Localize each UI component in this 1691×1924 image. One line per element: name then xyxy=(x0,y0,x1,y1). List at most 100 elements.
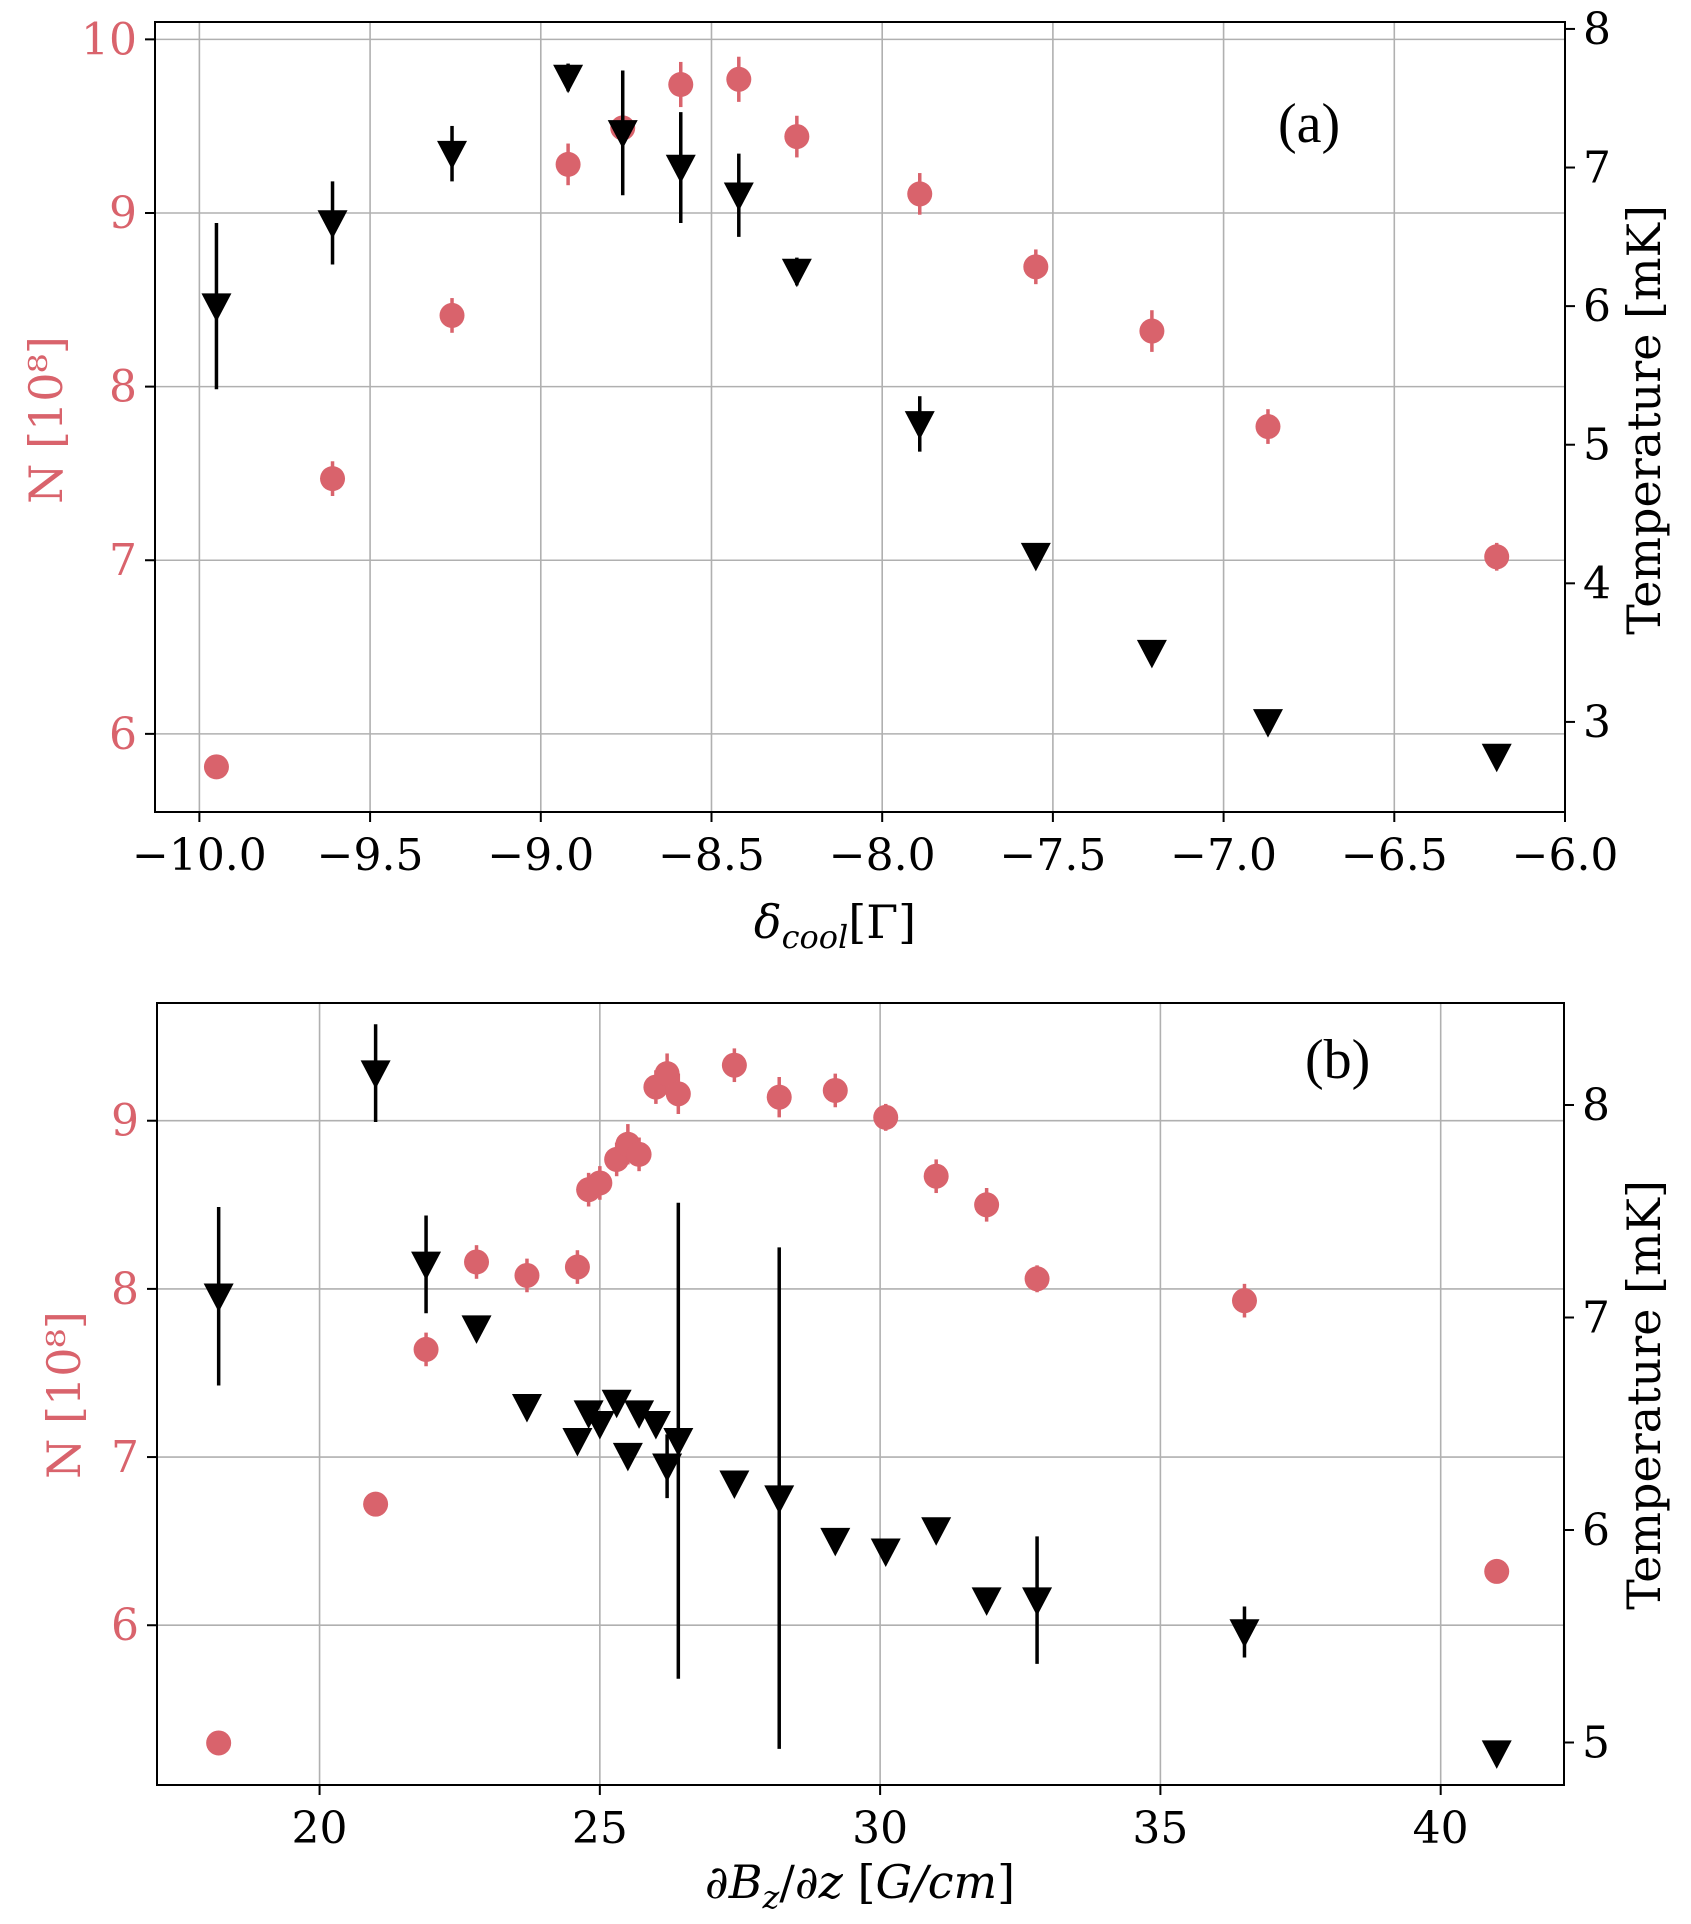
x-axis-label-a: δcool[Γ] xyxy=(754,895,916,956)
x-tick-label-a: −8.5 xyxy=(658,830,765,881)
y-right-tick-label-a: 4 xyxy=(1583,558,1611,609)
temp-point-a xyxy=(437,140,468,170)
n-point-a xyxy=(203,754,229,780)
plot-frame-a xyxy=(154,21,1566,813)
n-point-b xyxy=(514,1262,540,1288)
y-left-tick-label-a: 10 xyxy=(81,14,137,65)
y-left-tick-label-b: 6 xyxy=(111,1600,139,1651)
y-right-tick-label-b: 8 xyxy=(1582,1080,1610,1131)
y-left-tick-label-a: 8 xyxy=(109,362,137,413)
x-tick-label-a: −7.5 xyxy=(999,830,1106,881)
temp-point-b xyxy=(360,1060,391,1089)
x-tick-label-a: −9.0 xyxy=(487,830,594,881)
n-point-b xyxy=(721,1052,747,1078)
y-right-tick-label-a: 8 xyxy=(1583,4,1611,55)
y-left-tick-label-a: 9 xyxy=(109,188,137,239)
temp-point-a xyxy=(723,182,754,211)
y-right-tick-label-a: 7 xyxy=(1583,143,1611,194)
n-point-b xyxy=(873,1104,899,1130)
y-left-tick-label-a: 7 xyxy=(109,535,137,586)
y-axis-left-label-b: N [10⁸] xyxy=(37,1311,91,1479)
temp-point-b xyxy=(511,1394,542,1423)
temp-point-b xyxy=(971,1587,1002,1616)
n-point-a xyxy=(1484,544,1510,570)
n-point-a xyxy=(320,466,346,492)
temp-point-b xyxy=(411,1251,442,1281)
temp-point-b xyxy=(870,1538,901,1567)
y-right-tick-label-b: 6 xyxy=(1582,1505,1610,1556)
y-left-tick-label-b: 8 xyxy=(111,1264,139,1315)
x-tick-label-a: −8.0 xyxy=(829,830,936,881)
n-point-b xyxy=(923,1163,949,1189)
y-left-tick-label-a: 6 xyxy=(109,709,137,760)
n-point-b xyxy=(665,1081,691,1107)
temp-point-a xyxy=(1020,542,1051,572)
temp-point-b xyxy=(601,1389,632,1419)
temp-point-a xyxy=(904,411,935,440)
x-tick-label-a: −6.0 xyxy=(1512,830,1619,881)
temp-point-a xyxy=(1136,639,1167,669)
y-left-tick-label-b: 7 xyxy=(111,1432,139,1483)
temp-point-b xyxy=(1481,1740,1512,1769)
temp-point-b xyxy=(461,1315,492,1344)
temp-point-a xyxy=(201,293,232,322)
y-right-tick-label-a: 6 xyxy=(1583,281,1611,332)
n-point-b xyxy=(206,1730,232,1756)
x-tick-label-a: −7.0 xyxy=(1170,830,1277,881)
temp-point-a xyxy=(665,154,696,184)
n-point-b xyxy=(564,1254,590,1280)
temp-point-b xyxy=(562,1428,593,1457)
temp-point-a xyxy=(317,210,348,239)
temp-point-b xyxy=(612,1442,643,1472)
panel-a: −10.0 −9.5 −9.0 −8.5 −8.0 −7.5 −7.0 −6.5 −6.0 6 7 8… xyxy=(19,4,1671,956)
x-tick-label-b: 20 xyxy=(292,1803,348,1854)
temp-point-b xyxy=(1022,1587,1053,1616)
temp-point-a xyxy=(1252,709,1283,738)
n-point-b xyxy=(587,1170,613,1196)
x-tick-label-a: −9.5 xyxy=(317,830,424,881)
n-point-b xyxy=(1484,1558,1510,1584)
x-tick-label-a: −6.5 xyxy=(1341,830,1448,881)
n-point-a xyxy=(668,72,694,98)
y-right-tick-label-b: 7 xyxy=(1582,1293,1610,1344)
n-point-a xyxy=(1139,318,1165,344)
n-point-b xyxy=(766,1084,792,1110)
n-point-b xyxy=(1231,1288,1257,1314)
temp-point-a xyxy=(781,258,812,288)
temp-point-b xyxy=(624,1400,655,1429)
n-point-b xyxy=(363,1491,389,1517)
y-axis-right-label-b: Temperature [mK] xyxy=(1617,1180,1671,1610)
temp-point-b xyxy=(663,1428,694,1457)
x-tick-label-b: 25 xyxy=(572,1803,628,1854)
y-left-tick-label-b: 9 xyxy=(111,1096,139,1147)
panel-label-b: (b) xyxy=(1305,1029,1370,1091)
panel-b: 20 25 30 35 40 6 7 8 9 5 6 7 8 (b) ∂Bz/∂z [G/cm] N [… xyxy=(37,1002,1671,1916)
y-right-tick-label-a: 5 xyxy=(1583,420,1611,471)
temp-point-b xyxy=(652,1453,683,1482)
temp-point-b xyxy=(719,1470,750,1499)
n-point-a xyxy=(555,151,581,177)
n-point-b xyxy=(626,1141,652,1167)
n-point-b xyxy=(974,1192,1000,1218)
n-point-b xyxy=(654,1061,680,1087)
y-right-tick-label-a: 3 xyxy=(1583,697,1611,748)
temp-point-a xyxy=(607,120,638,149)
temp-point-b xyxy=(203,1283,234,1312)
temp-point-b xyxy=(764,1485,795,1514)
temp-point-b xyxy=(820,1527,851,1557)
n-point-a xyxy=(907,181,933,207)
n-point-a xyxy=(1255,414,1281,440)
n-point-b xyxy=(413,1336,439,1362)
n-point-a xyxy=(1023,254,1049,280)
x-tick-label-b: 40 xyxy=(1413,1803,1469,1854)
y-axis-right-label-a: Temperature [mK] xyxy=(1617,205,1671,635)
n-point-b xyxy=(464,1249,490,1275)
x-tick-label-b: 35 xyxy=(1132,1803,1188,1854)
y-right-tick-label-b: 5 xyxy=(1582,1718,1610,1769)
panel-label-a: (a) xyxy=(1278,93,1340,155)
temp-point-b xyxy=(584,1411,615,1440)
temp-point-b xyxy=(1229,1619,1260,1648)
temp-point-a xyxy=(1481,743,1512,773)
n-point-b xyxy=(822,1077,848,1103)
